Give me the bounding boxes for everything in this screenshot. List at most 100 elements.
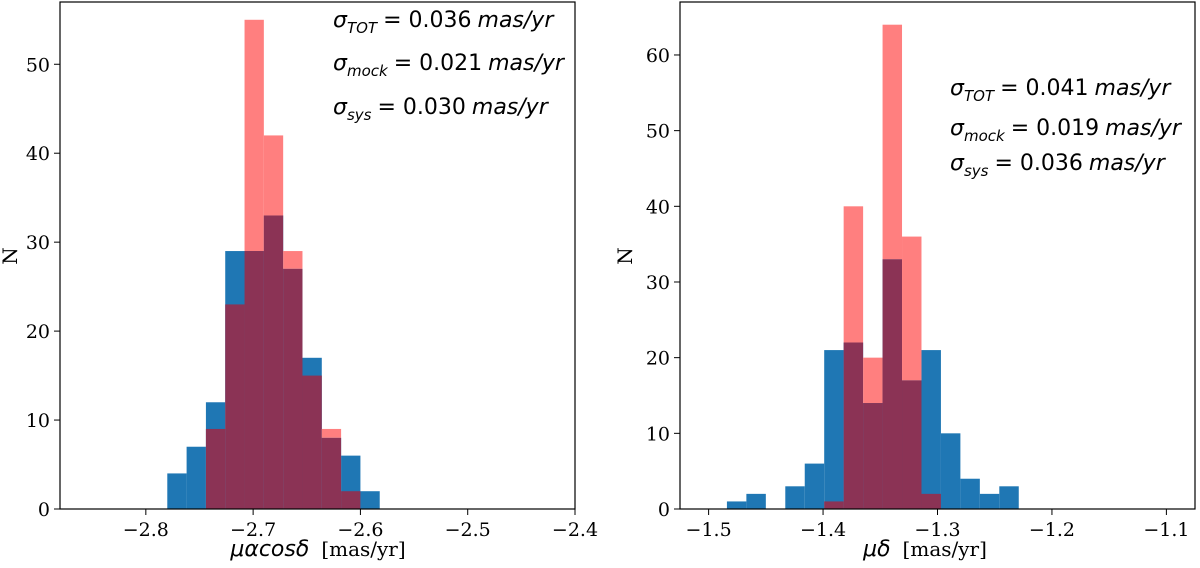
blue-bar: [746, 493, 766, 509]
y-tick-label: 0: [658, 499, 670, 521]
overlap-bar: [902, 380, 922, 509]
y-tick-label: 30: [26, 232, 50, 254]
blue-bar: [960, 478, 980, 509]
sigma-symbol: σ: [333, 51, 348, 76]
sigma-value: = 0.036: [383, 8, 471, 33]
blue-bar: [979, 493, 1000, 509]
blue-bar: [785, 486, 805, 509]
y-tick-label: 0: [38, 499, 50, 521]
right-x-axis-label: μδ [mas/yr]: [862, 537, 987, 562]
y-tick-label: 50: [646, 121, 670, 143]
sigma-unit: mas/yr: [1089, 151, 1167, 176]
red-bar: [843, 206, 864, 343]
left-x-axis-symbol: μαcosδ: [229, 537, 309, 562]
left-x-ticks: −2.8 −2.7 −2.6 −2.5 −2.4: [123, 509, 598, 541]
overlap-bar: [302, 375, 322, 509]
sigma-subscript: mock: [964, 127, 1006, 145]
x-tick-label: −2.8: [123, 519, 169, 541]
right-y-ticks: 0 10 20 30 40 50 60: [646, 45, 680, 521]
blue-bar: [360, 491, 380, 509]
right-x-axis-symbol: μδ: [862, 537, 890, 562]
sigma-symbol: σ: [950, 116, 965, 141]
y-tick-label: 40: [26, 143, 50, 165]
x-tick-label: −1.4: [800, 519, 846, 541]
overlap-bar: [321, 437, 342, 509]
sigma-annotation: σsys = 0.036 mas/yr: [950, 151, 1167, 180]
y-tick-label: 20: [646, 348, 670, 370]
x-tick-label: −1.2: [1029, 519, 1075, 541]
sigma-annotation: σmock = 0.021 mas/yr: [333, 51, 566, 80]
overlap-bar: [225, 304, 245, 509]
sigma-value: = 0.030: [377, 95, 465, 120]
sigma-unit: mas/yr: [1095, 76, 1173, 101]
x-tick-label: −2.4: [552, 519, 598, 541]
right-bars: [726, 24, 1019, 509]
overlap-bar: [824, 501, 844, 509]
sigma-value: = 0.041: [1000, 76, 1088, 101]
x-tick-label: −1.5: [686, 519, 732, 541]
y-tick-label: 40: [646, 196, 670, 218]
right-histogram-panel: −1.5 −1.4 −1.3 −1.2 −1.1 0 10 20 30 40 50 60 N μδ …: [613, 1, 1196, 562]
x-tick-label: −2.5: [445, 519, 491, 541]
sigma-annotation: σTOT = 0.041 mas/yr: [950, 76, 1172, 105]
blue-bar: [186, 446, 206, 509]
y-tick-label: 10: [646, 423, 670, 445]
sigma-subscript: TOT: [964, 87, 996, 105]
red-bar: [244, 19, 264, 252]
blue-bar: [824, 350, 844, 509]
overlap-bar: [882, 259, 903, 509]
sigma-value: = 0.036: [994, 151, 1082, 176]
y-tick-label: 20: [26, 321, 50, 343]
left-bars: [167, 19, 380, 510]
sigma-annotation: σmock = 0.019 mas/yr: [950, 116, 1183, 145]
red-bar: [263, 135, 284, 216]
sigma-value: = 0.021: [394, 51, 482, 76]
right-y-axis-label: N: [613, 247, 637, 265]
x-tick-label: −1.3: [914, 519, 960, 541]
blue-bar: [999, 486, 1019, 509]
blue-bar: [804, 463, 825, 509]
sigma-annotation: σTOT = 0.036 mas/yr: [333, 8, 555, 37]
overlap-bar: [283, 268, 303, 509]
left-axes-frame: [59, 1, 576, 510]
blue-bar: [921, 350, 941, 509]
overlap-bar: [843, 342, 864, 509]
sigma-unit: mas/yr: [488, 51, 566, 76]
sigma-subscript: mock: [347, 62, 389, 80]
overlap-bar: [921, 493, 941, 509]
blue-bar: [940, 433, 961, 509]
x-tick-label: −1.1: [1143, 519, 1189, 541]
y-tick-label: 50: [26, 54, 50, 76]
red-bar: [882, 24, 903, 260]
left-y-axis-label: N: [0, 247, 22, 265]
sigma-subscript: sys: [347, 106, 372, 124]
blue-bar: [726, 501, 747, 509]
left-x-axis-label: μαcosδ [mas/yr]: [229, 537, 405, 562]
sigma-unit: mas/yr: [472, 95, 550, 120]
left-histogram-panel: −2.8 −2.7 −2.6 −2.5 −2.4 0 10 20 30 40 50 N μαcos…: [0, 1, 598, 562]
sigma-annotation: σsys = 0.030 mas/yr: [333, 95, 550, 124]
x-tick-label: −2.7: [230, 519, 276, 541]
sigma-subscript: sys: [964, 162, 989, 180]
right-x-ticks: −1.5 −1.4 −1.3 −1.2 −1.1: [686, 509, 1189, 541]
sigma-unit: mas/yr: [478, 8, 556, 33]
sigma-value: = 0.019: [1011, 116, 1099, 141]
x-tick-label: −2.6: [337, 519, 383, 541]
sigma-subscript: TOT: [347, 19, 379, 37]
overlap-bar: [244, 251, 264, 510]
y-tick-label: 30: [646, 272, 670, 294]
sigma-symbol: σ: [333, 95, 348, 120]
red-bar: [863, 357, 883, 404]
right-x-axis-unit: [mas/yr]: [903, 537, 987, 561]
sigma-symbol: σ: [333, 8, 348, 33]
overlap-bar: [341, 491, 361, 509]
left-y-ticks: 0 10 20 30 40 50: [26, 54, 60, 521]
red-bar: [321, 428, 342, 438]
sigma-unit: mas/yr: [1105, 116, 1183, 141]
y-tick-label: 10: [26, 410, 50, 432]
left-x-axis-unit: [mas/yr]: [321, 537, 405, 561]
red-bar: [283, 251, 303, 269]
